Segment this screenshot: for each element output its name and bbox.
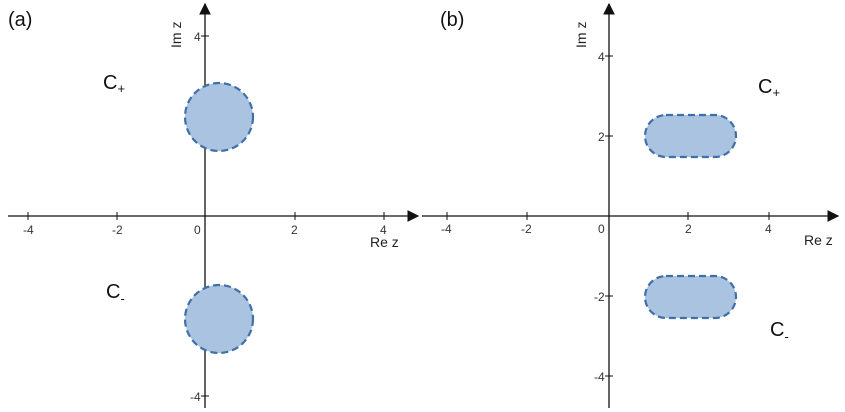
panel-a-upper-region xyxy=(183,81,255,153)
contour-sign: + xyxy=(117,81,125,96)
contour-letter: C xyxy=(758,76,772,98)
panel-b-upper-contour-label: C+ xyxy=(758,76,780,100)
panel-b-lower-region xyxy=(643,274,738,320)
panel-b-x-tick-label: 4 xyxy=(765,222,772,236)
panel-b-y-axis-label: Im z xyxy=(573,22,589,48)
panel-a-x-axis-label: Re z xyxy=(370,234,399,250)
contour-letter: C xyxy=(770,319,784,341)
contour-sign: - xyxy=(784,329,788,344)
panel-b-x-tick-label: 0 xyxy=(598,222,605,236)
panel-b-y-tick-label: -4 xyxy=(594,370,605,384)
panel-a-letter: (a) xyxy=(8,9,32,31)
contour-sign: + xyxy=(772,85,780,100)
contour-letter: C xyxy=(106,281,120,303)
panel-b-x-tick-label: -4 xyxy=(441,222,452,236)
panel-b-lower-contour-label: C- xyxy=(770,319,789,344)
panel-b-y-tick-label: 2 xyxy=(598,130,605,144)
contour-letter: C xyxy=(103,72,117,94)
panel-b-x-ticks: -4 -2 0 2 4 xyxy=(441,212,772,236)
panel-b-y-tick-label: -2 xyxy=(594,290,605,304)
panel-a-lower-contour-label: C- xyxy=(106,281,125,306)
panel-a-x-tick-label: 0 xyxy=(194,223,201,237)
panel-a-x-tick-label: -4 xyxy=(23,223,34,237)
panel-a-x-tick-label: 4 xyxy=(380,223,387,237)
panel-b-letter: (b) xyxy=(440,9,464,31)
panel-a-x-tick-label: 2 xyxy=(291,223,298,237)
panel-a-y-tick-label: 4 xyxy=(194,30,201,44)
panel-a-y-tick-label: -4 xyxy=(190,390,201,404)
panel-b: (b) Re z Im z -4 -2 0 2 4 -4 -2 2 4 xyxy=(422,2,840,408)
panel-b-x-tick-label: 2 xyxy=(685,222,692,236)
panel-b-x-tick-label: -2 xyxy=(521,222,532,236)
panel-b-y-tick-label: 4 xyxy=(598,50,605,64)
panel-a-x-ticks: -4 -2 0 2 4 xyxy=(23,212,387,237)
panel-b-y-ticks: -4 -2 2 4 xyxy=(594,50,613,384)
panel-a-upper-contour-label: C+ xyxy=(103,72,125,96)
panel-a-lower-region xyxy=(183,283,255,355)
panel-b-x-axis-label: Re z xyxy=(804,232,833,248)
panel-a-y-axis-label: Im z xyxy=(168,22,184,48)
panel-a-x-tick-label: -2 xyxy=(112,223,123,237)
panel-a: (a) Re z Im z -4 -2 0 2 4 -4 -2 2 4 xyxy=(8,2,420,408)
contour-sign: - xyxy=(120,291,124,306)
panel-b-upper-region xyxy=(643,113,738,159)
